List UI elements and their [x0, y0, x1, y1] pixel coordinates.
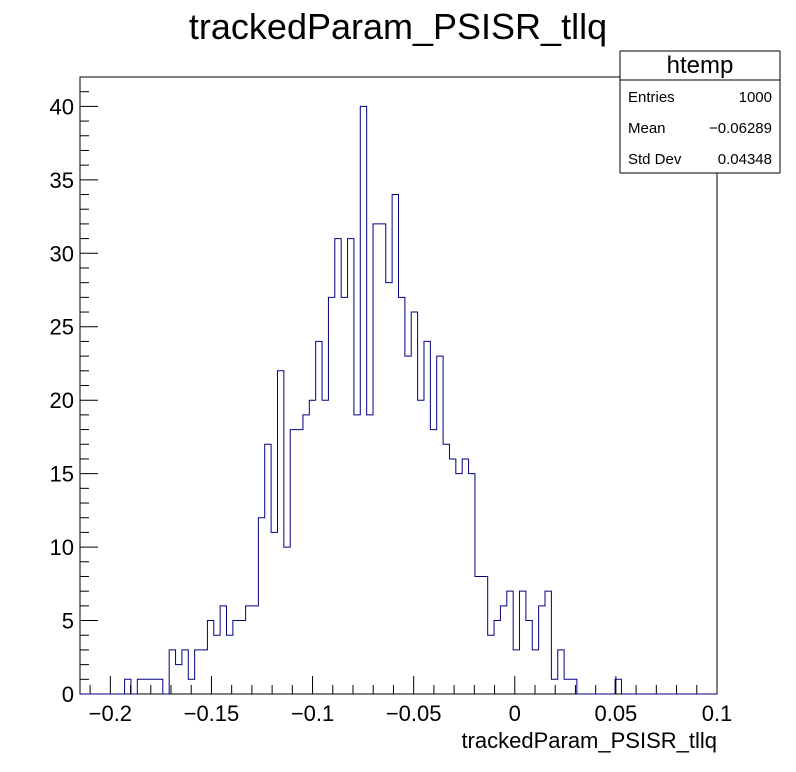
x-tick-label: −0.15 [184, 701, 240, 726]
histogram-series [80, 105, 717, 695]
stats-entries-value: 1000 [739, 89, 772, 106]
y-tick-label: 10 [50, 535, 74, 560]
x-axis-ticks [89, 676, 718, 694]
x-axis-label: trackedParam_PSISR_tllq [461, 728, 717, 753]
stats-entries-label: Entries [628, 89, 675, 106]
x-tick-label: −0.1 [291, 701, 334, 726]
x-tick-label: 0 [509, 701, 521, 726]
y-tick-label: 5 [62, 609, 74, 634]
stats-mean-label: Mean [628, 120, 666, 137]
stats-mean-value: −0.06289 [709, 120, 772, 137]
stats-stddev-value: 0.04348 [718, 151, 772, 168]
stats-box-title: htemp [667, 52, 734, 79]
y-tick-label: 15 [50, 462, 74, 487]
x-tick-label: 0.05 [594, 701, 637, 726]
x-tick-label: −0.2 [89, 701, 132, 726]
y-axis-ticks [80, 76, 98, 695]
chart-title: trackedParam_PSISR_tllq [189, 6, 607, 47]
y-tick-label: 0 [62, 682, 74, 707]
y-axis-tick-labels: 0 5 10 15 20 25 30 35 40 [50, 94, 74, 707]
y-tick-label: 40 [50, 94, 74, 119]
y-tick-label: 30 [50, 241, 74, 266]
y-tick-label: 35 [50, 168, 74, 193]
stats-stddev-label: Std Dev [628, 151, 682, 168]
x-tick-label: −0.05 [386, 701, 442, 726]
x-axis-tick-labels: −0.2 −0.15 −0.1 −0.05 0 0.05 0.1 [89, 701, 733, 726]
y-tick-label: 25 [50, 315, 74, 340]
stats-box: htemp Entries 1000 Mean −0.06289 Std Dev… [619, 50, 781, 174]
stats-box-frame [619, 50, 781, 174]
y-tick-label: 20 [50, 388, 74, 413]
x-tick-label: 0.1 [702, 701, 733, 726]
